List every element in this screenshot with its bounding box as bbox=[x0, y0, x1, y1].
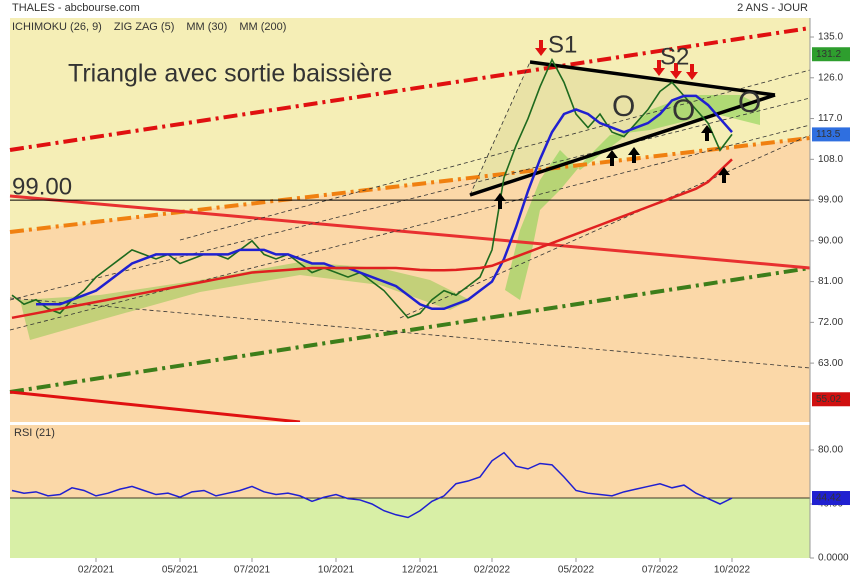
up-arrow bbox=[628, 147, 640, 163]
y-tick-label: 99.00 bbox=[818, 195, 843, 206]
cloud bbox=[20, 262, 470, 340]
y-tick-label: 135.0 bbox=[818, 32, 843, 43]
value-box bbox=[812, 127, 850, 142]
annotation: O bbox=[738, 86, 761, 119]
y-tick-label: 126.0 bbox=[818, 72, 843, 83]
level-label: 99.00 bbox=[12, 173, 72, 200]
triangle-edge bbox=[529, 60, 776, 97]
ma-line bbox=[36, 94, 733, 311]
x-tick-label: 12/2021 bbox=[402, 565, 439, 576]
y-tick-label: 0.0000 bbox=[818, 553, 849, 564]
arrows bbox=[494, 40, 730, 209]
y-tick-label: 72.00 bbox=[818, 317, 843, 328]
annotation: S1 bbox=[548, 31, 577, 58]
trend-line bbox=[469, 61, 531, 196]
y-tick-label: 80.00 bbox=[818, 445, 843, 456]
value-label: 44.42 bbox=[816, 493, 841, 504]
annotation: Triangle avec sortie baissière bbox=[68, 60, 392, 88]
trend-line bbox=[9, 97, 811, 301]
y-tick-label: 90.00 bbox=[818, 235, 843, 246]
up-arrow bbox=[606, 150, 618, 166]
period: 2 ANS - JOUR bbox=[737, 2, 808, 14]
value-box bbox=[812, 491, 850, 506]
up-arrow bbox=[718, 167, 730, 183]
annotation: O bbox=[672, 94, 695, 127]
x-tick-label: 10/2021 bbox=[318, 565, 355, 576]
trend-line bbox=[9, 297, 811, 369]
trend-line bbox=[179, 69, 811, 241]
down-arrow bbox=[686, 64, 698, 80]
up-arrow bbox=[494, 193, 506, 209]
annotation: S2 bbox=[660, 43, 689, 70]
rsi-label: RSI (21) bbox=[14, 427, 55, 439]
trend-line bbox=[399, 134, 811, 319]
down-arrow bbox=[670, 63, 682, 79]
value-label: 113.5 bbox=[816, 129, 841, 140]
trend-line bbox=[9, 390, 301, 424]
x-tick-label: 07/2022 bbox=[642, 565, 679, 576]
rsi-low-zone bbox=[10, 498, 810, 558]
y-tick-label: 81.00 bbox=[818, 276, 843, 287]
trend-line bbox=[9, 194, 811, 270]
value-label: 131.2 bbox=[816, 49, 841, 60]
annotation: O bbox=[612, 90, 635, 123]
legend-entry: ZIG ZAG (5) bbox=[114, 21, 175, 33]
down-arrow bbox=[535, 40, 547, 56]
title: THALES - abcbourse.com bbox=[12, 2, 140, 14]
x-tick-label: 05/2022 bbox=[558, 565, 595, 576]
trend-lines bbox=[9, 26, 811, 424]
price-line bbox=[11, 57, 733, 319]
legend-entry: MM (30) bbox=[186, 21, 227, 33]
x-tick-label: 07/2021 bbox=[234, 565, 271, 576]
x-tick-label: 10/2022 bbox=[714, 565, 751, 576]
cloud bbox=[505, 95, 760, 300]
up-arrow bbox=[701, 125, 713, 141]
trend-line bbox=[9, 124, 811, 331]
legend-entry: MM (200) bbox=[239, 21, 286, 33]
y-tick-label: 63.00 bbox=[818, 358, 843, 369]
y-tick-label: 117.0 bbox=[818, 113, 843, 124]
legend-entry: ICHIMOKU (26, 9) bbox=[12, 21, 102, 33]
separator bbox=[10, 422, 810, 425]
x-tick-label: 02/2022 bbox=[474, 565, 511, 576]
value-label: 55.02 bbox=[816, 394, 841, 405]
rsi-line bbox=[11, 451, 733, 519]
value-box bbox=[812, 47, 850, 62]
y-tick-label: 108.0 bbox=[818, 154, 843, 165]
down-arrow bbox=[653, 60, 665, 76]
ma-line bbox=[11, 158, 733, 320]
value-box bbox=[812, 392, 850, 407]
triangle-edge bbox=[469, 93, 776, 197]
x-tick-label: 05/2021 bbox=[162, 565, 199, 576]
x-tick-label: 02/2021 bbox=[78, 565, 115, 576]
